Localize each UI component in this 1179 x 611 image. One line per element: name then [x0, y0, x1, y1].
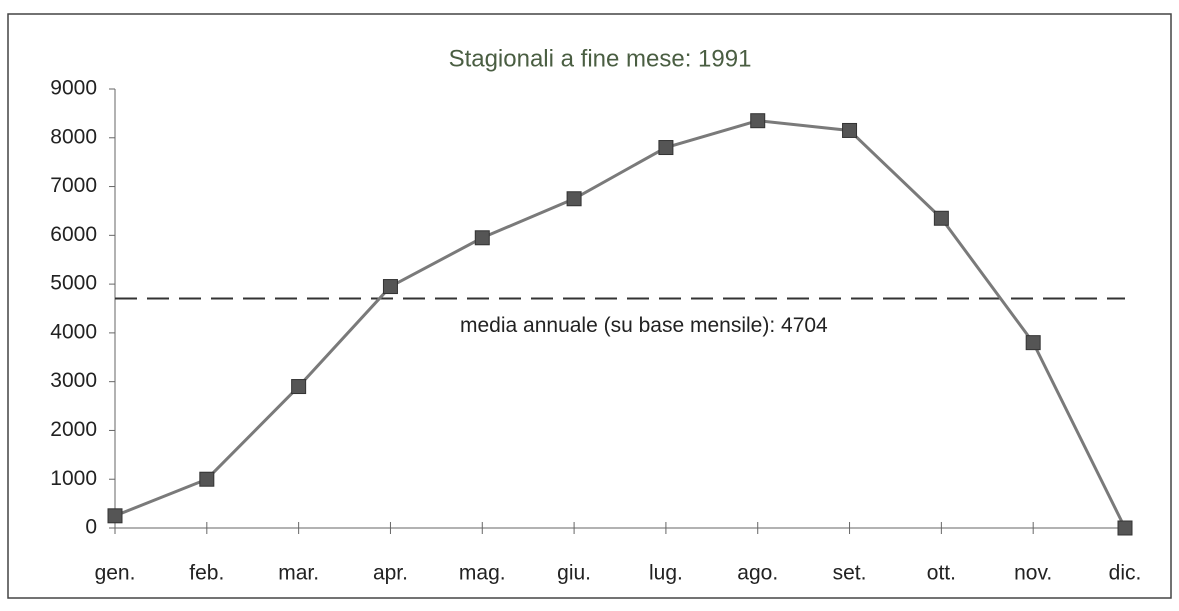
y-tick-label: 1000	[50, 467, 97, 490]
x-tick-label: dic.	[1109, 562, 1142, 585]
annotation: media annuale (su base mensile): 4704	[460, 314, 828, 337]
x-tick-label: nov.	[1014, 562, 1052, 585]
chart-title: Stagionali a fine mese: 1991	[449, 45, 752, 72]
marker	[933, 210, 949, 226]
marker	[1117, 520, 1133, 536]
y-tick-label: 9000	[50, 77, 97, 100]
y-tick-label: 3000	[50, 369, 97, 392]
marker	[1025, 335, 1041, 351]
marker	[382, 279, 398, 295]
marker	[750, 113, 766, 129]
marker	[566, 191, 582, 207]
y-tick-label: 0	[85, 516, 97, 539]
x-tick-label: ott.	[927, 562, 956, 585]
y-tick-label: 6000	[50, 223, 97, 246]
marker	[474, 230, 490, 246]
y-tick-label: 5000	[50, 272, 97, 295]
x-tick-label: giu.	[557, 562, 591, 585]
y-tick-label: 4000	[50, 320, 97, 343]
x-tick-label: feb.	[189, 562, 224, 585]
y-tick-label: 8000	[50, 125, 97, 148]
x-tick-label: ago.	[737, 562, 778, 585]
x-tick-label: apr.	[373, 562, 408, 585]
x-tick-label: set.	[833, 562, 867, 585]
marker	[842, 122, 858, 138]
line	[114, 119, 1127, 529]
marker	[658, 140, 674, 156]
x-tick-label: gen.	[95, 562, 136, 585]
x-tick-label: lug.	[649, 562, 683, 585]
x-tick-label: mag.	[459, 562, 506, 585]
marker	[291, 379, 307, 395]
y-tick-label: 2000	[50, 418, 97, 441]
marker	[107, 508, 123, 524]
frame	[7, 13, 1172, 599]
marker	[199, 471, 215, 487]
x-tick-label: mar.	[278, 562, 319, 585]
y-tick-label: 7000	[50, 174, 97, 197]
